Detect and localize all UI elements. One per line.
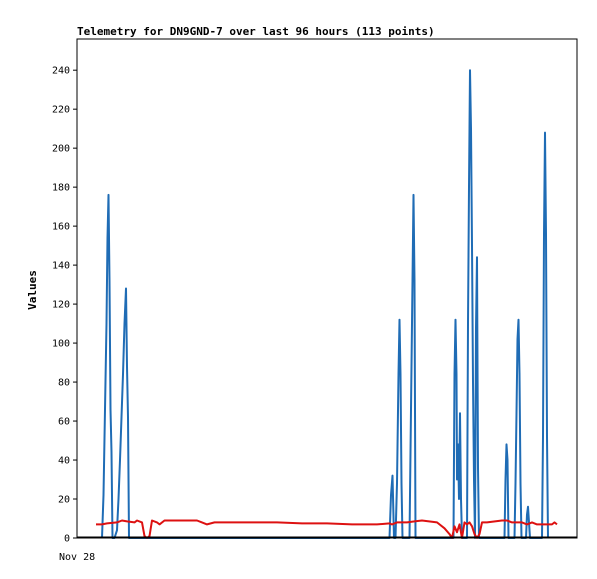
chart-title: Telemetry for DN9GND-7 over last 96 hour… — [77, 25, 435, 38]
y-tick-label: 180 — [52, 183, 70, 194]
series-line-1 — [101, 69, 549, 539]
y-tick-label: 80 — [58, 378, 70, 389]
y-tick-label: 200 — [52, 144, 70, 155]
y-tick-label: 20 — [58, 495, 70, 506]
y-tick-label: 120 — [52, 300, 70, 311]
y-tick-label: 140 — [52, 261, 70, 272]
y-tick-label: 0 — [64, 534, 70, 545]
y-tick-label: 100 — [52, 339, 70, 350]
y-axis: 0 20 40 60 80 100 120 140 160 180 200 220 240 — [52, 66, 77, 545]
y-tick-label: 40 — [58, 456, 70, 467]
y-axis-label: Values — [26, 270, 39, 310]
y-tick-label: 220 — [52, 105, 70, 116]
x-tick-label: Nov 28 — [59, 552, 95, 563]
y-tick-label: 60 — [58, 417, 70, 428]
plot-area — [76, 38, 578, 539]
x-axis: Nov 28 — [59, 552, 95, 563]
y-tick-label: 240 — [52, 66, 70, 77]
y-tick-label: 160 — [52, 222, 70, 233]
